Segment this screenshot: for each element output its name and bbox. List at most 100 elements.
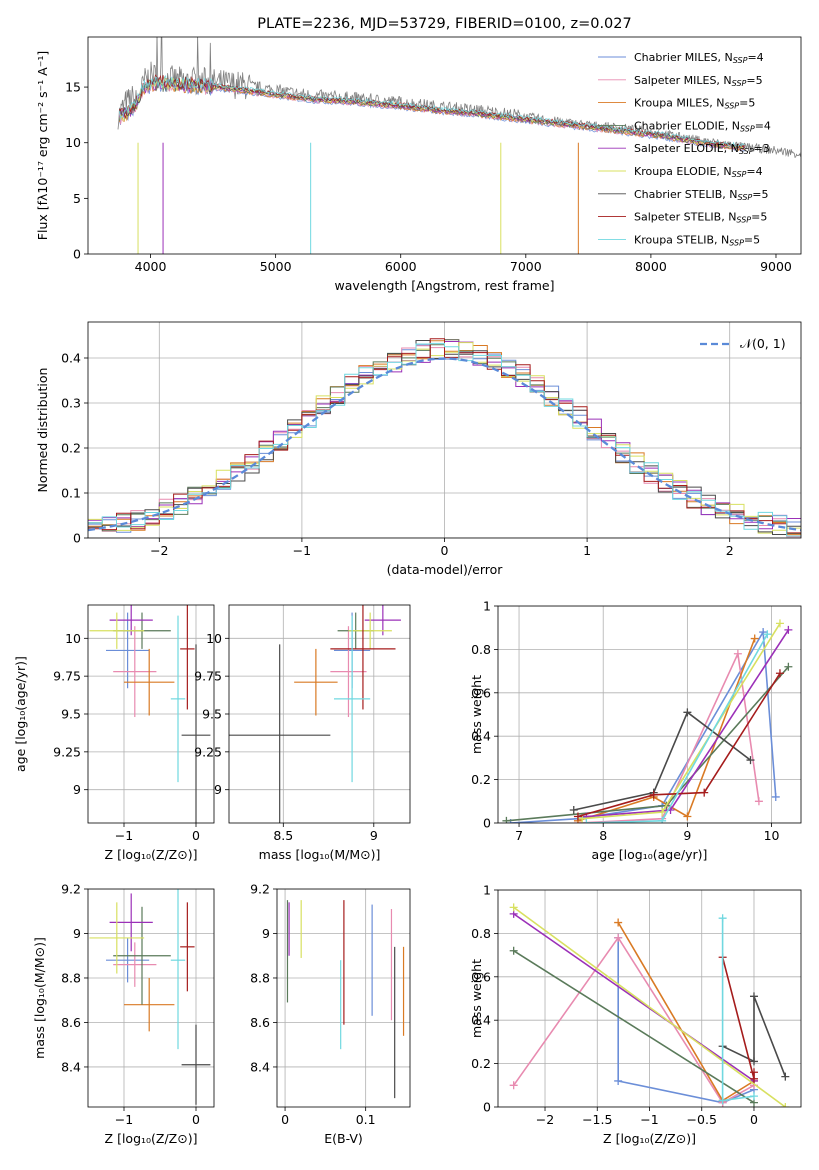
- plus-marker: [509, 903, 518, 912]
- model-spectrum: [118, 74, 746, 148]
- legend-entry: Kroupa STELIB, NSSP=5: [634, 233, 760, 247]
- axes-frame: [228, 604, 411, 824]
- y-tick-label: 0: [483, 1100, 491, 1115]
- x-tick-label: 5000: [260, 259, 292, 274]
- y-tick-label: 0: [73, 531, 81, 546]
- x-tick-label: 0.1: [356, 1112, 376, 1127]
- plus-marker: [775, 619, 784, 628]
- axes-frame: [87, 321, 802, 539]
- plot-area: [229, 605, 410, 823]
- plot-area: [277, 889, 410, 1107]
- y-tick-label: 9.25: [53, 744, 81, 759]
- weight-line: [586, 633, 768, 823]
- legend-entry: Salpeter ELODIE, NSSP=3: [634, 142, 770, 156]
- y-tick-label: 5: [73, 191, 81, 206]
- x-tick-label: −1: [115, 1112, 133, 1127]
- plus-marker: [614, 918, 623, 927]
- plus-marker: [502, 816, 511, 823]
- plus-marker: [509, 946, 518, 955]
- axes-frame: [276, 888, 411, 1108]
- legend-entry: Kroupa ELODIE, NSSP=4: [634, 165, 763, 179]
- model-spectrum: [118, 79, 745, 152]
- legend-entry: Chabrier ELODIE, NSSP=4: [634, 119, 771, 133]
- x-tick-label: −0.5: [687, 1112, 717, 1127]
- x-tick-label: 7000: [510, 259, 542, 274]
- panel-2: −1 0 9 9.25 9.5 9.75 10 Z [log₁₀(Z/Z⊙)] age [log…: [13, 604, 215, 862]
- plus-marker: [746, 756, 755, 765]
- plus-marker: [614, 1076, 623, 1085]
- plus-marker: [749, 1057, 758, 1066]
- x-axis-label: wavelength [Angstrom, rest frame]: [334, 278, 554, 293]
- y-tick-label: 8.8: [250, 970, 270, 985]
- weight-line: [722, 996, 787, 1077]
- plus-marker: [771, 792, 780, 801]
- plus-marker: [649, 790, 658, 799]
- x-axis-label: Z [log₁₀(Z/Z⊙)]: [105, 847, 198, 862]
- plus-marker: [759, 628, 768, 637]
- plus-marker: [781, 1103, 790, 1107]
- axes-frame: [87, 36, 802, 255]
- axes-frame: [497, 605, 802, 824]
- y-tick-label: 8.4: [250, 1059, 270, 1074]
- y-tick-label: 8.6: [61, 1015, 81, 1030]
- legend-entry: Salpeter STELIB, NSSP=5: [634, 211, 767, 225]
- weight-line: [577, 650, 760, 823]
- residual-histogram: [88, 338, 801, 534]
- y-tick-label: 0.2: [471, 772, 491, 787]
- legend-entry: Kroupa MILES, NSSP=5: [634, 97, 755, 111]
- y-tick-label: 9.2: [61, 882, 81, 897]
- x-tick-label: 4000: [135, 259, 167, 274]
- y-axis-label: mass weight: [469, 675, 484, 754]
- weight-line: [617, 922, 755, 1102]
- weight-line: [513, 936, 755, 1104]
- plus-marker: [569, 805, 578, 814]
- x-axis-label: (data-model)/error: [387, 562, 504, 577]
- y-tick-label: 0.3: [61, 396, 81, 411]
- x-tick-label: −2: [150, 543, 168, 558]
- plus-marker: [718, 914, 727, 923]
- x-tick-label: 9: [683, 828, 691, 843]
- plus-marker: [509, 1081, 518, 1090]
- y-axis-label: mass weight: [469, 959, 484, 1038]
- y-tick-label: 0: [73, 247, 81, 262]
- plus-marker: [658, 816, 667, 823]
- plot-area: [88, 889, 214, 1107]
- y-axis-label: Normed distribution: [35, 368, 50, 493]
- panel-1: −2 −1 0 1 2 0 0.1 0.2 0.3 0.4 (data-model)/error No…: [35, 321, 802, 577]
- legend-entry: Chabrier STELIB, NSSP=5: [634, 188, 768, 202]
- x-tick-label: 0: [441, 543, 449, 558]
- y-tick-label: 9.25: [194, 744, 222, 759]
- plus-marker: [784, 662, 793, 671]
- y-tick-label: 8.6: [250, 1015, 270, 1030]
- weight-line: [721, 957, 755, 1080]
- y-tick-label: 0.6: [471, 685, 491, 700]
- x-axis-label: E(B-V): [324, 1131, 363, 1146]
- x-tick-label: 9000: [760, 259, 792, 274]
- y-tick-label: 0.2: [61, 441, 81, 456]
- plus-marker: [573, 812, 582, 821]
- x-tick-label: 1: [583, 543, 591, 558]
- y-tick-label: 9: [262, 926, 270, 941]
- y-tick-label: 0.4: [471, 1013, 491, 1028]
- weight-line: [577, 672, 781, 818]
- legend-entry: Chabrier MILES, NSSP=4: [634, 51, 764, 65]
- axes-frame: [497, 889, 802, 1108]
- plus-marker: [582, 819, 591, 823]
- y-tick-label: 10: [65, 135, 81, 150]
- plus-marker: [614, 933, 623, 942]
- weight-line: [513, 913, 755, 1082]
- y-tick-label: 0.1: [61, 486, 81, 501]
- weight-line: [513, 950, 755, 1104]
- x-tick-label: −1: [640, 1112, 658, 1127]
- plus-marker: [749, 992, 758, 1001]
- x-tick-label: 6000: [385, 259, 417, 274]
- normal-curve: [88, 357, 801, 532]
- axes-frame: [87, 604, 215, 824]
- plot-area: [498, 890, 801, 1107]
- y-axis-label: age [log₁₀(age/yr)]: [13, 656, 28, 772]
- y-tick-label: 0.2: [471, 1056, 491, 1071]
- x-axis-label: Z [log₁₀(Z/Z⊙)]: [105, 1131, 198, 1146]
- x-tick-label: 9: [370, 828, 378, 843]
- y-tick-label: 9.75: [53, 669, 81, 684]
